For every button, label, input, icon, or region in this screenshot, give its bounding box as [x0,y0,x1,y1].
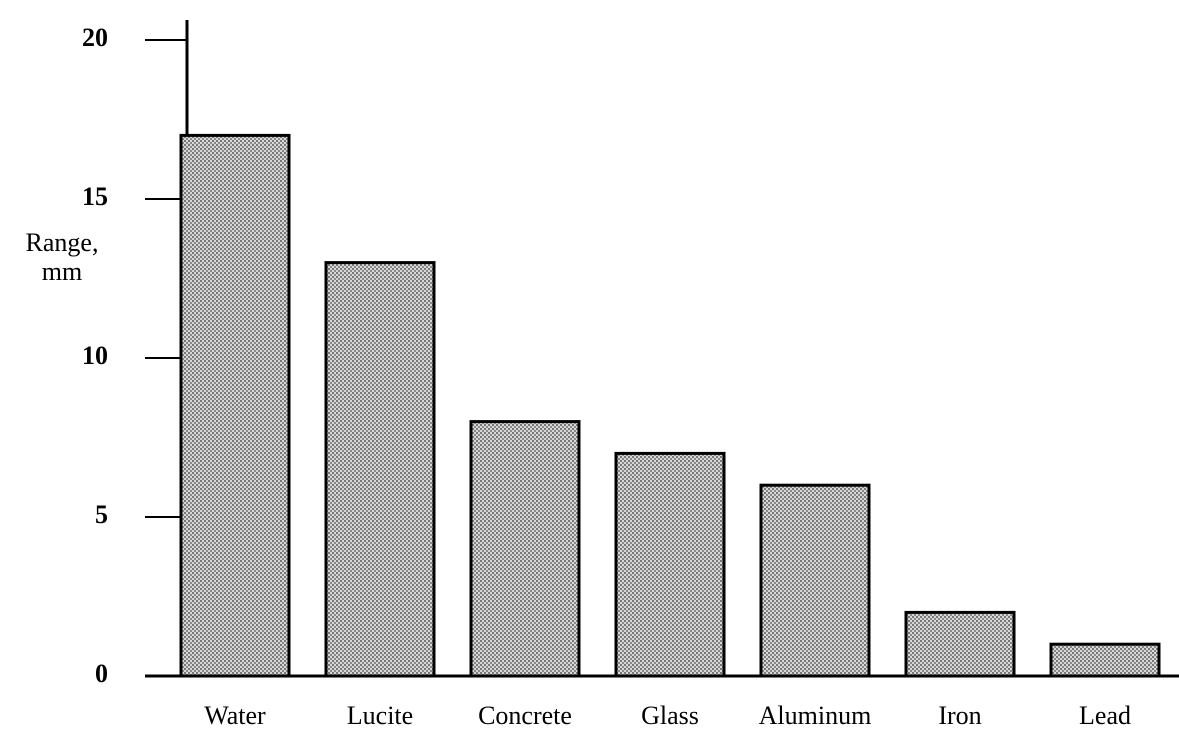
bar [904,610,1016,678]
x-tick-label: Glass [641,701,699,730]
y-tick-label: 10 [82,341,108,370]
x-tick-label: Aluminum [759,701,872,730]
y-tick-label: 15 [82,182,108,211]
x-tick-label: Lead [1079,701,1131,730]
y-tick-label: 5 [95,500,108,529]
x-tick-label: Water [204,701,266,730]
bar [759,483,871,678]
bar [1049,642,1161,678]
bar [469,420,581,678]
y-tick-label: 20 [82,23,108,52]
bar [614,451,726,678]
x-tick-label: Lucite [347,701,413,730]
bar [324,261,436,678]
y-axis-label: mm [42,257,82,286]
y-tick-label: 0 [95,659,108,688]
x-tick-label: Concrete [478,701,572,730]
y-axis-label: Range, [26,228,99,257]
x-tick-label: Iron [938,701,981,730]
bar [179,133,291,678]
